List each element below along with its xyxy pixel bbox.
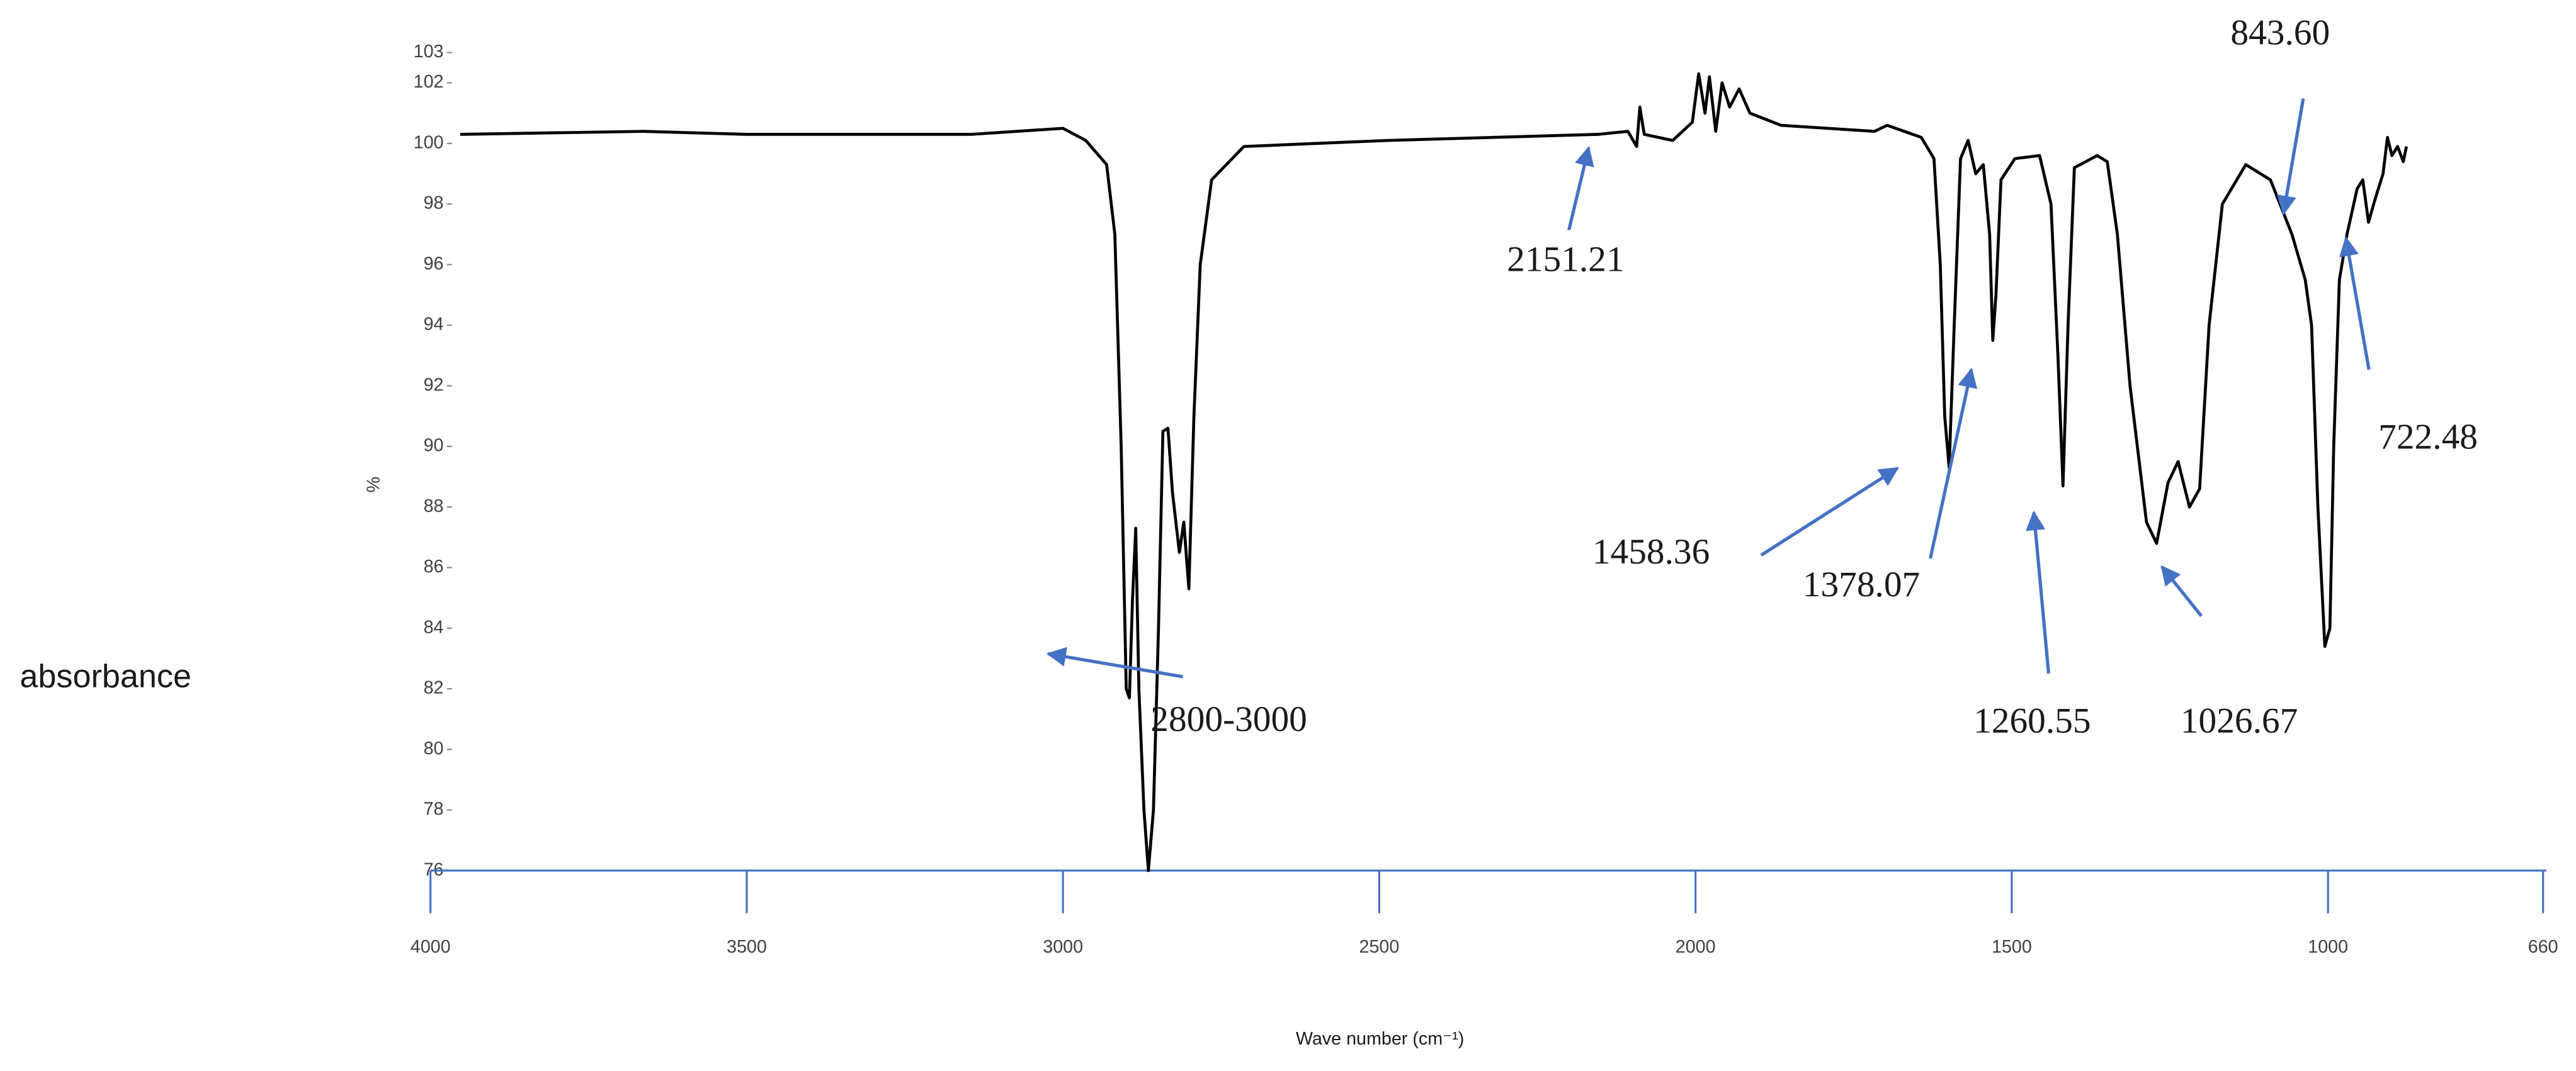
y-tick-label: 102: [414, 72, 444, 92]
annotation-label: 2800-3000: [1150, 700, 1307, 739]
x-axis-label: Wave number (cm⁻¹): [1296, 1029, 1465, 1049]
spectrum-line: [460, 72, 2409, 873]
y-tick-label: 92: [424, 375, 444, 395]
x-tick-label: 2500: [1359, 937, 1399, 957]
annotation-arrow: [1567, 145, 1594, 230]
annotation-arrow: [1760, 467, 1900, 557]
annotation-arrow: [2276, 98, 2305, 216]
x-tick-label: 4000: [411, 937, 451, 957]
y-tick-label: 98: [424, 193, 444, 213]
y-tick-label: 90: [424, 436, 444, 456]
x-tick-label: 3000: [1043, 937, 1083, 957]
y-tick-label: 86: [424, 557, 444, 577]
y-axis-label: %: [364, 477, 384, 493]
y-tick-label: 80: [424, 739, 444, 759]
y-tick-label: 84: [424, 617, 444, 637]
annotation-arrow: [2025, 510, 2051, 674]
annotation-arrow: [2339, 236, 2371, 370]
annotation-arrow: [2160, 565, 2203, 617]
y-tick-label: 94: [424, 314, 444, 334]
y-tick-label: 100: [414, 132, 444, 152]
y-tick-label: 82: [424, 678, 444, 698]
y-tick-label: 78: [424, 799, 444, 819]
annotation-label: 843.60: [2230, 13, 2330, 53]
annotation-label: 1026.67: [2181, 701, 2298, 741]
left-label: absorbance: [20, 658, 191, 694]
annotation-label: 2151.21: [1507, 240, 1624, 280]
x-tick-label: 1000: [2308, 937, 2348, 957]
y-tick-label: 88: [424, 496, 444, 516]
y-tick-label: 96: [424, 254, 444, 274]
x-tick-label: 1500: [1992, 937, 2032, 957]
x-tick-label: 2000: [1676, 937, 1716, 957]
x-tick-label: 660: [2528, 937, 2558, 957]
annotation-arrow: [1929, 367, 1978, 559]
annotation-label: 1260.55: [1973, 701, 2091, 741]
annotation-label: 1458.36: [1592, 532, 1710, 572]
annotation-arrow: [1046, 647, 1183, 679]
y-tick-label: 103: [414, 42, 444, 62]
x-tick-label: 3500: [727, 937, 767, 957]
annotation-label: 722.48: [2378, 417, 2478, 456]
annotation-label: 1378.07: [1803, 565, 1920, 604]
